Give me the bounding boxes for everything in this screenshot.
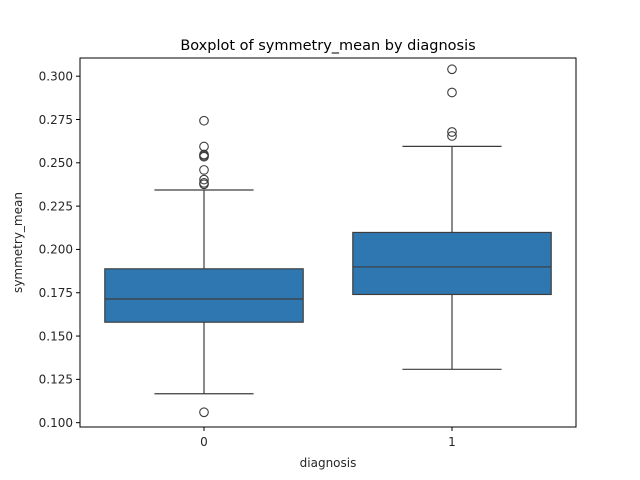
outlier-point xyxy=(447,87,457,98)
y-tick-label: 0.175 xyxy=(39,286,73,300)
outlier-point xyxy=(199,141,209,152)
outlier-point xyxy=(447,131,457,141)
outlier-point xyxy=(199,165,209,175)
y-tick-label: 0.300 xyxy=(39,69,73,83)
x-tick-label: 1 xyxy=(448,435,456,449)
y-tick-label: 0.225 xyxy=(39,199,73,213)
y-axis-title: symmetry_mean xyxy=(11,192,25,293)
box-group-1 xyxy=(352,64,552,370)
outlier-point xyxy=(199,149,209,160)
y-axis: 0.100 0.125 0.150 0.175 0.200 0.225 0.250 0.275… xyxy=(39,69,80,430)
outlier-point xyxy=(199,407,209,418)
y-tick-label: 0.125 xyxy=(39,373,73,387)
y-tick-label: 0.275 xyxy=(39,113,73,127)
plot-content xyxy=(104,64,552,418)
outlier-point xyxy=(199,115,209,126)
iqr-box xyxy=(104,268,304,323)
iqr-box xyxy=(352,231,552,296)
plot-frame xyxy=(79,57,577,428)
outlier-point xyxy=(199,178,209,188)
x-tick-label: 0 xyxy=(200,435,208,449)
box-group-0 xyxy=(104,115,304,418)
y-tick-label: 0.100 xyxy=(39,416,73,430)
x-axis-title: diagnosis xyxy=(300,456,357,470)
y-tick-label: 0.200 xyxy=(39,243,73,257)
y-tick-label: 0.150 xyxy=(39,329,73,343)
chart-title: Boxplot of symmetry_mean by diagnosis xyxy=(180,38,475,54)
outlier-point xyxy=(447,127,457,137)
y-tick-label: 0.250 xyxy=(39,156,73,170)
outlier-point xyxy=(447,64,457,75)
outlier-point xyxy=(199,174,209,185)
